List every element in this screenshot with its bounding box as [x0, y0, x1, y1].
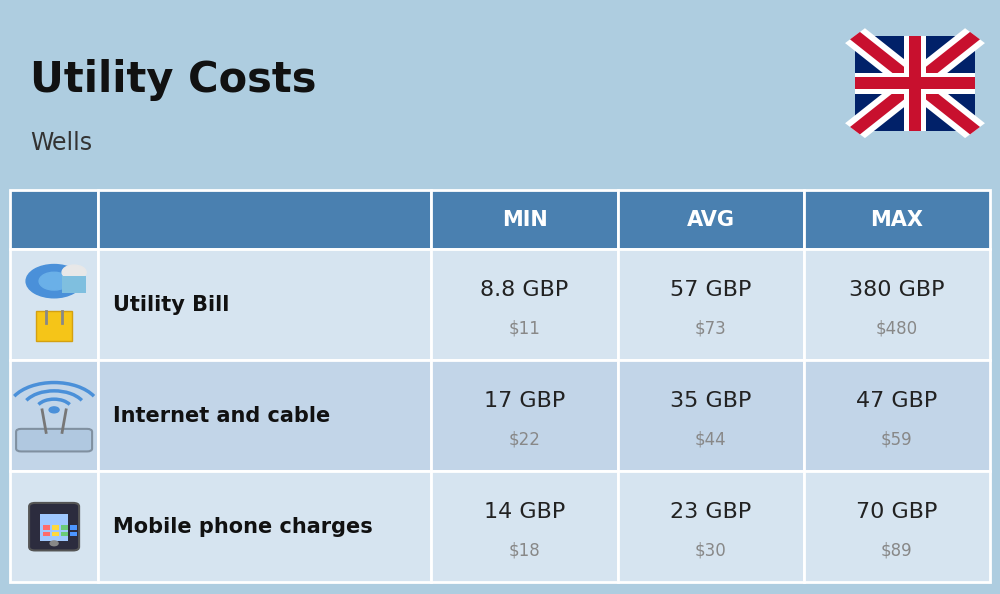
Bar [52, 532, 59, 536]
Text: Mobile phone charges: Mobile phone charges [113, 517, 373, 537]
Bar [618, 190, 804, 249]
Bar [36, 311, 72, 340]
Bar [804, 471, 990, 582]
Text: 8.8 GBP: 8.8 GBP [480, 280, 569, 300]
Text: 17 GBP: 17 GBP [484, 391, 565, 411]
Bar [98, 471, 431, 582]
Bar [70, 532, 77, 536]
Text: MIN: MIN [502, 210, 547, 230]
Text: $18: $18 [509, 542, 540, 560]
Text: $22: $22 [509, 431, 540, 448]
Bar [98, 361, 431, 471]
Bar [618, 471, 804, 582]
Text: 70 GBP: 70 GBP [856, 502, 938, 522]
FancyBboxPatch shape [29, 503, 79, 551]
Bar [909, 36, 921, 131]
Text: Utility Bill: Utility Bill [113, 295, 230, 315]
Bar [61, 526, 68, 530]
Text: $44: $44 [695, 431, 727, 448]
Bar [618, 249, 804, 361]
Text: AVG: AVG [687, 210, 735, 230]
Text: Wells: Wells [30, 131, 92, 154]
Circle shape [50, 541, 58, 546]
Text: $11: $11 [509, 320, 540, 337]
Bar [855, 77, 975, 89]
Bar [431, 471, 618, 582]
Bar [62, 276, 86, 293]
Bar [10, 249, 98, 361]
FancyBboxPatch shape [16, 429, 92, 451]
Bar [43, 526, 50, 530]
Bar [431, 249, 618, 361]
Circle shape [26, 264, 82, 298]
Circle shape [49, 407, 59, 413]
Bar [804, 361, 990, 471]
Bar [43, 532, 50, 536]
Polygon shape [850, 32, 980, 134]
Polygon shape [850, 32, 980, 134]
Bar [10, 190, 98, 249]
Bar [431, 361, 618, 471]
Text: 23 GBP: 23 GBP [670, 502, 751, 522]
Text: $59: $59 [881, 431, 913, 448]
Text: 35 GBP: 35 GBP [670, 391, 751, 411]
Text: $480: $480 [876, 320, 918, 337]
Bar [618, 361, 804, 471]
Bar [61, 532, 68, 536]
Circle shape [39, 272, 69, 290]
Text: Internet and cable: Internet and cable [113, 406, 330, 426]
Polygon shape [845, 28, 985, 138]
Text: MAX: MAX [870, 210, 923, 230]
Text: Utility Costs: Utility Costs [30, 59, 316, 102]
Text: $30: $30 [695, 542, 727, 560]
Polygon shape [845, 28, 985, 138]
Circle shape [62, 265, 86, 279]
Text: 380 GBP: 380 GBP [849, 280, 945, 300]
Text: 47 GBP: 47 GBP [856, 391, 938, 411]
Bar [40, 514, 68, 541]
Bar [10, 361, 98, 471]
Bar [52, 526, 59, 530]
Bar [10, 471, 98, 582]
Bar [855, 36, 975, 131]
Text: 57 GBP: 57 GBP [670, 280, 751, 300]
Text: 14 GBP: 14 GBP [484, 502, 565, 522]
Bar [431, 190, 618, 249]
Bar [70, 526, 77, 530]
Text: $73: $73 [695, 320, 727, 337]
Text: $89: $89 [881, 542, 913, 560]
Bar [904, 36, 926, 131]
Bar [804, 190, 990, 249]
Bar [855, 73, 975, 94]
Bar [98, 249, 431, 361]
Bar [98, 190, 431, 249]
Bar [804, 249, 990, 361]
